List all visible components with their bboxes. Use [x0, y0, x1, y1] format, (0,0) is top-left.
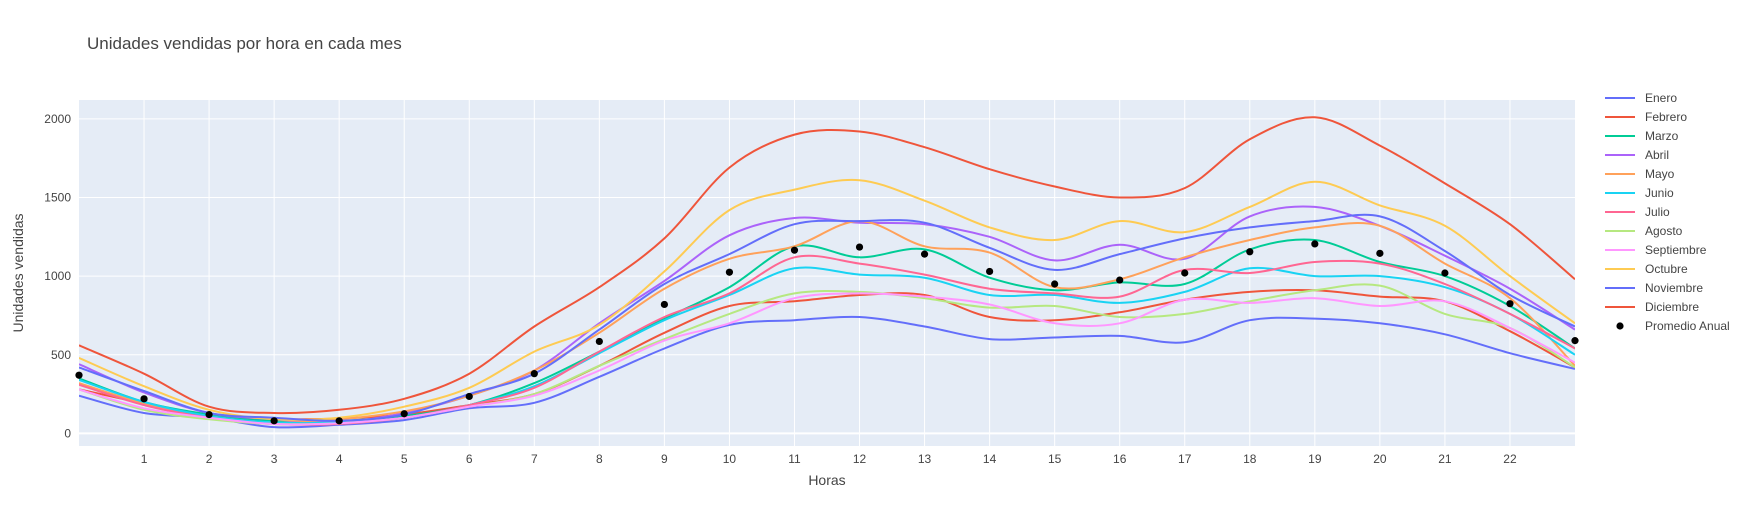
x-tick-label: 8 [596, 452, 603, 466]
x-tick-label: 5 [401, 452, 408, 466]
legend-label: Noviembre [1645, 281, 1703, 295]
average-point [1246, 248, 1254, 256]
gridlines [79, 100, 1575, 446]
y-tick-label: 1000 [44, 269, 71, 283]
legend-item-abril[interactable]: Abril [1605, 148, 1669, 162]
y-tick-label: 1500 [44, 191, 71, 205]
x-tick-label: 15 [1048, 452, 1062, 466]
legend-item-marzo[interactable]: Marzo [1605, 129, 1679, 143]
series-line-mayo [79, 220, 1575, 424]
legend-label: Promedio Anual [1645, 319, 1730, 333]
average-point [205, 410, 213, 419]
legend-item-febrero[interactable]: Febrero [1605, 110, 1687, 124]
legend-label: Enero [1645, 91, 1677, 105]
series-line-noviembre [79, 213, 1575, 422]
average-point [1376, 249, 1384, 257]
legend-item-septiembre[interactable]: Septiembre [1605, 243, 1707, 257]
average-point [1571, 337, 1579, 345]
x-tick-label: 22 [1503, 452, 1517, 466]
legend-label: Junio [1645, 186, 1674, 200]
legend-item-junio[interactable]: Junio [1605, 186, 1674, 200]
legend-label: Diciembre [1645, 300, 1699, 314]
x-tick-label: 6 [466, 452, 473, 466]
legend-label: Mayo [1645, 167, 1675, 181]
legend-label: Abril [1645, 148, 1669, 162]
legend-item-octubre[interactable]: Octubre [1605, 262, 1688, 276]
x-tick-label: 18 [1243, 452, 1257, 466]
x-tick-label: 13 [918, 452, 932, 466]
legend-item-mayo[interactable]: Mayo [1605, 167, 1675, 181]
x-tick-label: 11 [788, 452, 801, 466]
average-points [75, 240, 1579, 425]
average-point [400, 410, 408, 418]
x-tick-label: 3 [271, 452, 278, 466]
average-point [465, 392, 473, 401]
y-tick-label: 500 [51, 348, 71, 362]
x-tick-label: 21 [1438, 452, 1452, 466]
average-point [1506, 300, 1514, 308]
legend: Enero Febrero Marzo Abril Mayo Junio Julio Agos… [1605, 91, 1730, 333]
average-point [75, 371, 83, 379]
x-tick-label: 14 [983, 452, 997, 466]
legend-swatch [1616, 322, 1624, 330]
x-tick-label: 7 [531, 452, 538, 466]
legend-item-noviembre[interactable]: Noviembre [1605, 281, 1703, 295]
x-tick-label: 16 [1113, 452, 1127, 466]
average-point [1311, 240, 1319, 248]
legend-label: Septiembre [1645, 243, 1707, 257]
series-line-septiembre [79, 292, 1575, 426]
average-point [1116, 276, 1124, 284]
x-tick-label: 20 [1373, 452, 1387, 466]
legend-label: Agosto [1645, 224, 1683, 238]
y-axis-title: Unidades vendidas [10, 213, 26, 332]
x-tick-label: 12 [853, 452, 867, 466]
legend-item-promedio-anual[interactable]: Promedio Anual [1616, 319, 1730, 333]
x-tick-label: 10 [723, 452, 737, 466]
legend-item-julio[interactable]: Julio [1605, 205, 1670, 219]
legend-item-enero[interactable]: Enero [1605, 91, 1677, 105]
average-point [140, 395, 148, 403]
x-tick-label: 1 [141, 452, 148, 466]
x-axis-title: Horas [808, 472, 845, 488]
y-tick-label: 2000 [44, 112, 71, 126]
legend-item-diciembre[interactable]: Diciembre [1605, 300, 1699, 314]
average-point [595, 337, 603, 346]
average-point [920, 250, 929, 258]
average-point [530, 370, 538, 378]
legend-item-agosto[interactable]: Agosto [1605, 224, 1683, 238]
average-point [855, 243, 864, 251]
series-lines [79, 116, 1575, 429]
y-axis-ticks: 0 500 1000 1500 2000 [44, 112, 71, 441]
x-tick-label: 4 [336, 452, 343, 466]
average-point [790, 246, 799, 254]
average-point [335, 417, 343, 425]
average-point [660, 300, 668, 309]
average-point [1181, 269, 1189, 277]
average-point [1051, 280, 1059, 288]
chart-title: Unidades vendidas por hora en cada mes [87, 34, 402, 53]
plot-area [79, 100, 1575, 446]
legend-label: Marzo [1645, 129, 1679, 143]
series-line-octubre [79, 178, 1575, 421]
average-point [725, 268, 734, 276]
average-point [1441, 269, 1449, 277]
average-point [986, 267, 994, 276]
legend-label: Julio [1645, 205, 1670, 219]
legend-label: Octubre [1645, 262, 1688, 276]
x-axis-ticks: 1 2 3 4 5 6 7 8 9 10 11 12 13 14 15 16 17 18 19 20 21 22 [141, 452, 1517, 466]
series-line-diciembre [79, 116, 1575, 415]
x-tick-label: 17 [1178, 452, 1192, 466]
average-point [270, 417, 278, 425]
x-tick-label: 19 [1308, 452, 1322, 466]
x-tick-label: 2 [206, 452, 213, 466]
y-tick-label: 0 [64, 426, 71, 440]
legend-label: Febrero [1645, 110, 1687, 124]
x-tick-label: 9 [661, 452, 668, 466]
